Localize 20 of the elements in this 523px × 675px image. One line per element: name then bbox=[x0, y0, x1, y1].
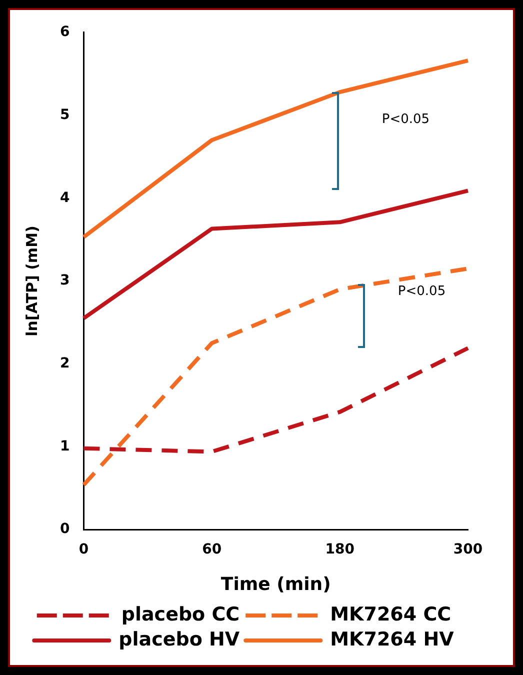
line-series bbox=[82, 346, 470, 454]
x-tick-label: 180 bbox=[325, 542, 355, 558]
y-tick-label: 5 bbox=[60, 106, 70, 123]
x-tick-label: 60 bbox=[202, 542, 222, 558]
annotation: P<0.05 bbox=[382, 112, 430, 127]
y-tick-label: 0 bbox=[60, 521, 70, 538]
y-tick-label: 1 bbox=[60, 438, 70, 454]
x-tick-label: 300 bbox=[453, 542, 483, 558]
x-tick-label: 0 bbox=[78, 542, 89, 558]
y-tick-label: 3 bbox=[60, 272, 70, 289]
y-axis-title: ln[ATP] (mM) bbox=[22, 226, 41, 336]
y-tick-label: 6 bbox=[60, 24, 70, 40]
legend-label: MK7264 CC bbox=[330, 603, 452, 626]
annotation: P<0.05 bbox=[398, 284, 446, 299]
y-tick-label: 4 bbox=[60, 190, 70, 206]
y-tick-label: 2 bbox=[60, 356, 70, 372]
legend-label: MK7264 HV bbox=[330, 628, 454, 650]
x-axis-title: Time (min) bbox=[220, 574, 331, 595]
legend-label: placebo CC bbox=[121, 603, 240, 626]
legend-label: placebo HV bbox=[118, 628, 240, 650]
